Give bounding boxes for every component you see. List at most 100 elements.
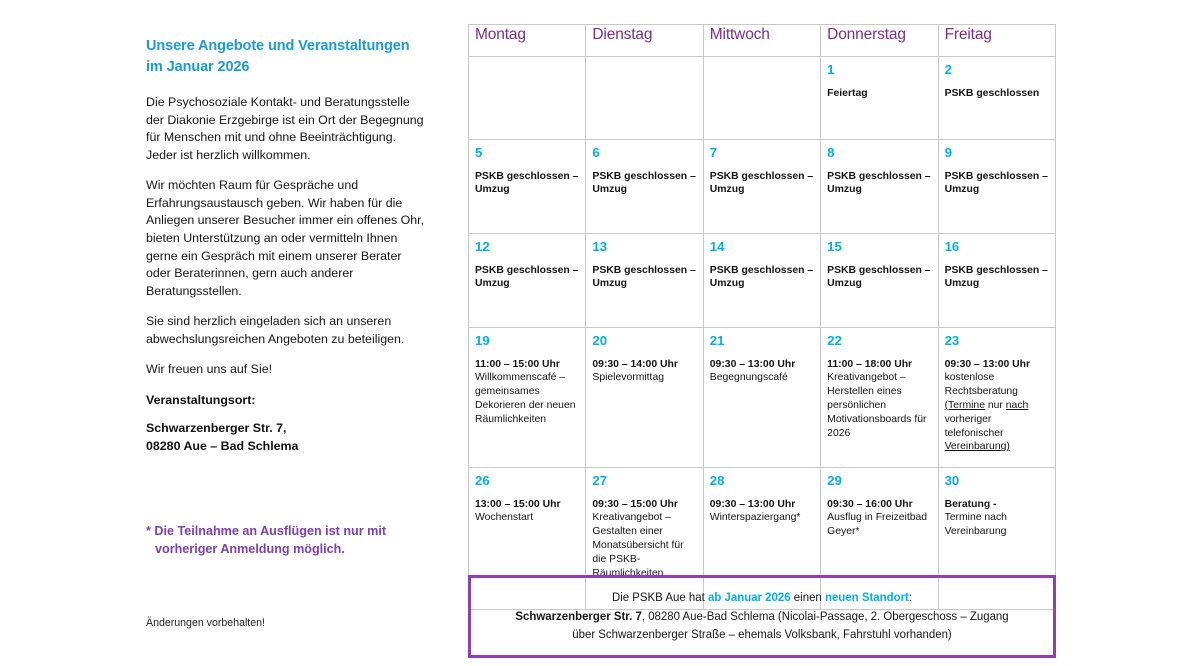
event-time: 09:30 – 13:00 Uhr: [709, 498, 796, 510]
calendar-day-cell-19: 19 11:00 – 15:00 Uhr Willkommenscafé – gem…: [467, 327, 587, 468]
weekday-header-dienstag: Dienstag: [585, 24, 704, 57]
event-description: Winterspaziergang*: [709, 512, 801, 524]
day-event-text: PSKB geschlossen – Umzug: [710, 170, 813, 198]
notice-address-rest: , 08280 Aue-Bad Schlema (Nicolai-Passage…: [641, 608, 1009, 623]
calendar-week-row: 26 13:00 – 15:00 Uhr Wochenstart 27 09:30 – …: [467, 467, 1057, 610]
day-number: 15: [827, 239, 842, 254]
calendar-day-cell-20: 20 09:30 – 14:00 Uhr Spielevormittag: [585, 327, 704, 468]
day-event-text: 13:00 – 15:00 Uhr Wochenstart: [475, 498, 578, 526]
calendar-day-cell-empty: [467, 56, 587, 140]
calendar-day-cell-8: 8 PSKB geschlossen – Umzug: [820, 139, 939, 234]
event-description: Wochenstart: [475, 512, 534, 524]
day-number: 6: [592, 145, 600, 160]
event-description: Ausflug in Freizeitbad Geyer*: [827, 512, 928, 538]
new-location-notice: Die PSKB Aue hat ab Januar 2026 einen ne…: [468, 575, 1056, 659]
event-time: 13:00 – 15:00 Uhr: [475, 498, 561, 510]
calendar-day-cell-26: 26 13:00 – 15:00 Uhr Wochenstart: [467, 467, 587, 610]
day-number: 1: [827, 62, 835, 77]
event-time: PSKB geschlossen – Umzug: [827, 264, 931, 290]
intro-paragraph-2: Wir möchten Raum für Gespräche und Erfah…: [146, 178, 425, 298]
day-number: 27: [592, 473, 608, 488]
page-title: Unsere Angebote und Veranstaltungen im J…: [146, 38, 410, 75]
event-time: PSKB geschlossen – Umzug: [827, 170, 931, 196]
calendar-week-row: 5 PSKB geschlossen – Umzug 6 PSKB geschloss…: [467, 139, 1057, 234]
event-time: Beratung -: [944, 498, 997, 510]
day-number: 16: [944, 239, 960, 254]
day-number: 30: [944, 473, 960, 488]
venue-label: Veranstaltungsort:: [146, 392, 256, 407]
event-time: 09:30 – 16:00 Uhr: [827, 498, 913, 510]
calendar-day-cell-5: 5 PSKB geschlossen – Umzug: [467, 139, 587, 234]
footnote-excursions: * Die Teilnahme an Ausflügen ist nur mit…: [146, 524, 387, 556]
notice-line-1: Die PSKB Aue hat ab Januar 2026 einen ne…: [503, 588, 1022, 607]
day-number: 12: [475, 239, 490, 254]
venue-city: 08280 Aue – Bad Schlema: [146, 438, 299, 453]
day-event-text: 09:30 – 13:00 Uhr Winterspaziergang*: [710, 498, 813, 526]
calendar-day-cell-14: 14 PSKB geschlossen – Umzug: [702, 233, 822, 328]
calendar-day-cell-empty: [585, 56, 704, 140]
event-description: Willkommenscafé – gemeinsames Dekorieren…: [475, 372, 576, 425]
weekday-header-freitag: Freitag: [937, 24, 1057, 57]
day-number: 28: [709, 473, 725, 488]
intro-paragraph-3: Sie sind herzlich eingeladen sich an uns…: [146, 314, 405, 346]
event-description: Vereinbarung): [944, 441, 1010, 453]
calendar-day-cell-29: 29 09:30 – 16:00 Uhr Ausflug in Freizeitba…: [820, 467, 939, 610]
day-number: 29: [827, 473, 842, 488]
day-event-text: PSKB geschlossen: [945, 87, 1048, 101]
event-time: PSKB geschlossen – Umzug: [592, 170, 696, 196]
calendar-header-row: Montag Dienstag Mittwoch Donnerstag Frei…: [467, 24, 1057, 57]
day-number: 14: [709, 239, 725, 254]
day-number: 9: [944, 145, 952, 160]
day-event-text: 09:30 – 15:00 Uhr Kreativangebot – Gestal…: [592, 498, 695, 581]
event-description: nach: [1005, 400, 1029, 411]
venue-address: Schwarzenberger Str. 7, 08280 Aue – Bad …: [146, 420, 428, 455]
event-description: Begegnungscafé: [709, 372, 788, 384]
day-event-text: 09:30 – 13:00 Uhr Begegnungscafé: [710, 358, 813, 386]
event-time: 09:30 – 15:00 Uhr: [592, 498, 678, 510]
day-number: 19: [475, 333, 490, 348]
event-time: PSKB geschlossen – Umzug: [944, 264, 1048, 290]
day-number: 7: [709, 145, 718, 160]
event-time: PSKB geschlossen – Umzug: [709, 170, 814, 196]
day-event-text: PSKB geschlossen – Umzug: [945, 264, 1048, 292]
calendar-day-cell-22: 22 11:00 – 18:00 Uhr Kreativangebot – Hers…: [820, 327, 939, 468]
calendar-day-cell-23: 23 09:30 – 13:00 Uhr kostenlose Rechtsbera…: [937, 327, 1057, 468]
day-number: 13: [592, 239, 608, 254]
day-event-text: 11:00 – 18:00 Uhr Kreativangebot – Herste…: [827, 358, 930, 441]
calendar-day-cell-1: 1 Feiertag: [820, 56, 939, 140]
event-time: PSKB geschlossen – Umzug: [709, 264, 814, 290]
calendar-day-cell-13: 13 PSKB geschlossen – Umzug: [585, 233, 704, 328]
day-number: 5: [475, 145, 483, 160]
changes-reserved-note: Änderungen vorbehalten!: [146, 617, 265, 629]
intro-paragraph-1: Die Psychosoziale Kontakt- und Beratungs…: [146, 95, 424, 162]
calendar-week-row: 19 11:00 – 15:00 Uhr Willkommenscafé – gem…: [467, 327, 1057, 468]
calendar-day-cell-2: 2 PSKB geschlossen: [937, 56, 1057, 140]
notice-text-a: Die PSKB Aue hat: [611, 590, 708, 604]
event-time: PSKB geschlossen – Umzug: [592, 264, 696, 290]
day-event-text: PSKB geschlossen – Umzug: [827, 170, 930, 198]
calendar-table: Montag Dienstag Mittwoch Donnerstag Frei…: [467, 24, 1057, 610]
event-time: 11:00 – 15:00 Uhr: [475, 358, 560, 370]
day-number: 26: [475, 473, 490, 488]
event-description: (Termine: [944, 400, 985, 411]
event-time: 09:30 – 14:00 Uhr: [592, 358, 678, 370]
event-description: kostenlose Rechtsberatung: [944, 372, 1018, 398]
event-time: PSKB geschlossen – Umzug: [475, 170, 579, 196]
event-time: PSKB geschlossen – Umzug: [944, 170, 1048, 196]
notice-highlight-date: ab Januar 2026: [707, 590, 791, 604]
calendar-day-cell-empty: [702, 56, 822, 140]
calendar-day-cell-6: 6 PSKB geschlossen – Umzug: [585, 139, 704, 234]
calendar-day-cell-28: 28 09:30 – 13:00 Uhr Winterspaziergang*: [702, 467, 822, 610]
notice-highlight-location: neuen Standort: [824, 590, 909, 604]
calendar-day-cell-27: 27 09:30 – 15:00 Uhr Kreativangebot – Gest…: [585, 467, 704, 610]
day-number: 23: [944, 333, 960, 348]
day-event-text: 09:30 – 16:00 Uhr Ausflug in Freizeitbad …: [827, 498, 930, 539]
notice-line-3: über Schwarzenberger Straße – ehemals Vo…: [572, 627, 952, 642]
calendar-day-cell-7: 7 PSKB geschlossen – Umzug: [702, 139, 822, 234]
calendar-week-row: 1 Feiertag 2 PSKB geschlossen: [467, 56, 1057, 140]
day-number: 20: [592, 333, 608, 348]
event-time: Feiertag: [827, 87, 868, 99]
event-description: Spielevormittag: [592, 372, 665, 384]
event-description: vorheriger telefonischer: [944, 413, 1004, 439]
calendar-day-cell-30: 30 Beratung - Termine nach Vereinbarung: [937, 467, 1057, 610]
